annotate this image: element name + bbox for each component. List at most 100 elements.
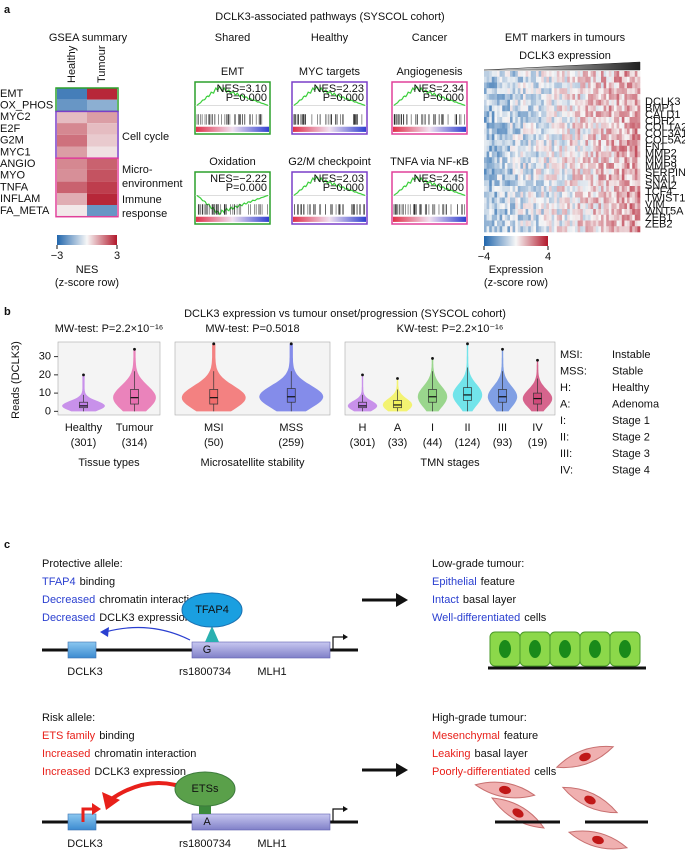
expression-cell <box>502 82 506 89</box>
expression-cell <box>614 220 617 227</box>
expression-cell <box>624 197 628 204</box>
expression-cell <box>637 122 641 129</box>
expression-cell <box>489 168 493 175</box>
expression-cell <box>637 191 641 198</box>
expression-cell <box>632 82 636 89</box>
expression-cell <box>559 203 563 210</box>
colorbar-title: Expression <box>489 264 543 276</box>
expression-cell <box>598 111 602 118</box>
expression-cell <box>627 82 630 89</box>
expression-cell <box>575 128 578 135</box>
expression-cell <box>543 209 547 216</box>
expression-cell <box>621 180 625 187</box>
expression-cell <box>517 76 521 83</box>
expression-cell <box>489 117 493 124</box>
expression-cell <box>567 197 571 204</box>
expression-cell <box>634 197 638 204</box>
expression-cell <box>504 197 508 204</box>
expression-cell <box>525 168 529 175</box>
expression-cell <box>551 117 555 124</box>
expression-cell <box>546 220 550 227</box>
expression-cell <box>614 209 617 216</box>
expression-cell <box>595 220 599 227</box>
expression-cell <box>554 140 558 147</box>
expression-cell <box>507 197 511 204</box>
expression-cell <box>577 174 581 181</box>
expression-cell <box>528 174 532 181</box>
expression-cell <box>567 82 571 89</box>
expression-cell <box>608 82 612 89</box>
expression-cell <box>554 76 558 83</box>
expression-cell <box>627 209 630 216</box>
expression-cell <box>621 122 625 129</box>
expression-cell <box>499 99 503 106</box>
expression-cell <box>554 151 558 158</box>
expression-cell <box>523 168 526 175</box>
nucleus <box>584 795 596 805</box>
expression-cell <box>585 151 589 158</box>
expression-cell <box>595 88 599 95</box>
expression-cell <box>575 88 578 95</box>
expression-cell <box>556 226 560 233</box>
expression-cell <box>491 226 495 233</box>
outlier <box>501 347 504 351</box>
expression-cell <box>590 88 594 95</box>
expression-cell <box>525 99 529 106</box>
legend-key: MSS: <box>560 365 587 377</box>
expression-cell <box>595 140 599 147</box>
expression-cell <box>489 128 493 135</box>
expression-cell <box>497 203 500 210</box>
group-label: Micro- <box>122 164 153 176</box>
expression-cell <box>575 82 578 89</box>
expression-cell <box>572 99 576 106</box>
expression-cell <box>484 145 487 152</box>
highlight: Poorly-differentiated <box>432 766 530 778</box>
panel-label: c <box>4 539 10 551</box>
expression-cell <box>585 140 589 147</box>
expression-cell <box>491 197 495 204</box>
expression-cell <box>624 209 628 216</box>
expression-cell <box>624 180 628 187</box>
expression-cell <box>520 122 524 129</box>
expression-cell <box>551 203 555 210</box>
expression-cell <box>543 82 547 89</box>
expression-cell <box>530 145 534 152</box>
expression-cell <box>572 122 576 129</box>
expression-cell <box>632 99 636 106</box>
expression-cell <box>541 157 545 164</box>
expression-cell <box>585 117 589 124</box>
expression-cell <box>546 140 550 147</box>
expression-cell <box>533 180 537 187</box>
expression-cell <box>530 151 534 158</box>
expression-cell <box>593 197 597 204</box>
expression-cell <box>562 180 565 187</box>
expression-cell <box>616 94 620 101</box>
expression-cell <box>510 209 513 216</box>
expression-cell <box>528 134 532 141</box>
gene-label: WNT5A <box>645 206 684 218</box>
expression-cell <box>504 163 508 170</box>
expression-cell <box>577 134 581 141</box>
expression-cell <box>515 220 519 227</box>
expression-cell <box>559 105 563 112</box>
expression-cell <box>614 76 617 83</box>
expression-cell <box>551 209 555 216</box>
expression-cell <box>512 163 516 170</box>
expression-cell <box>588 140 591 147</box>
expression-cell <box>559 220 563 227</box>
gsea-rank-bar <box>196 216 269 222</box>
axis-label: DCLK3 expression <box>519 50 611 62</box>
expression-cell <box>567 174 571 181</box>
sample-size: (33) <box>388 437 408 449</box>
expression-cell <box>634 191 638 198</box>
expression-cell <box>536 186 539 193</box>
expression-cell <box>616 174 620 181</box>
expression-cell <box>504 180 508 187</box>
expression-cell <box>507 186 511 193</box>
expression-cell <box>569 122 573 129</box>
expression-cell <box>606 145 610 152</box>
expression-cell <box>606 151 610 158</box>
expression-cell <box>595 122 599 129</box>
expression-cell <box>491 82 495 89</box>
gene-label: SNAI1 <box>645 173 677 185</box>
